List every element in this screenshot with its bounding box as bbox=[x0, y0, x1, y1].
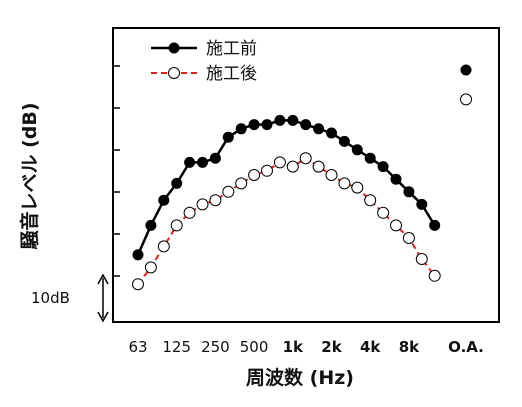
series-1-point-17 bbox=[351, 181, 364, 194]
series-0-point-2 bbox=[158, 194, 170, 206]
series-1-point-3 bbox=[170, 219, 183, 232]
series-0-point-3 bbox=[171, 177, 183, 189]
series-1-point-0 bbox=[132, 278, 144, 291]
scale-bar-arrow-down bbox=[97, 311, 109, 323]
y-axis-ticks bbox=[113, 65, 120, 277]
series-0-point-7 bbox=[222, 131, 234, 143]
series-1-point-1 bbox=[144, 261, 157, 274]
legend: 施工前 施工後 bbox=[151, 39, 257, 84]
plot-frame bbox=[112, 27, 500, 323]
series-1-point-4 bbox=[183, 206, 196, 219]
legend-label-before: 施工前 bbox=[206, 39, 257, 59]
series-1-point-10 bbox=[261, 164, 273, 177]
series-0-point-8 bbox=[235, 123, 247, 135]
series-0-point-5 bbox=[197, 156, 208, 168]
x-tick-label-1: 125 bbox=[162, 338, 191, 356]
series-1-point-14 bbox=[312, 160, 325, 173]
series-1-point-20 bbox=[390, 219, 402, 232]
scale-bar: 10dB bbox=[31, 273, 109, 323]
x-tick-label-4: 1k bbox=[283, 338, 304, 356]
series-1-point-22 bbox=[415, 253, 428, 265]
series-0-point-22 bbox=[416, 198, 428, 210]
series-1-point-19 bbox=[377, 206, 390, 219]
overall-points bbox=[460, 64, 472, 106]
series-1-point-16 bbox=[338, 177, 351, 190]
series-0-point-6 bbox=[209, 152, 221, 164]
series-1-point-6 bbox=[209, 194, 222, 207]
scale-bar-label: 10dB bbox=[31, 289, 70, 307]
series-0-point-19 bbox=[377, 161, 389, 173]
series-0-point-12 bbox=[287, 114, 299, 126]
series-0-point-10 bbox=[261, 119, 273, 131]
series-1-point-5 bbox=[196, 198, 209, 211]
series-0-point-21 bbox=[403, 186, 415, 198]
series-1-point-13 bbox=[299, 152, 312, 165]
series-0-point-11 bbox=[274, 114, 286, 126]
series-layer bbox=[132, 114, 441, 291]
legend-marker-before bbox=[168, 42, 180, 54]
series-1-point-11 bbox=[273, 156, 286, 169]
scale-bar-arrow-up bbox=[97, 273, 109, 285]
y-axis-title: 騒音レベル (dB) bbox=[18, 102, 41, 249]
legend-label-after: 施工後 bbox=[206, 64, 257, 84]
x-tick-label-2: 250 bbox=[201, 338, 230, 356]
series-1-point-23 bbox=[428, 269, 441, 282]
x-tick-labels: 63 125 250 500 1k 2k 4k 8k O.A. bbox=[128, 338, 483, 356]
series-0-point-17 bbox=[351, 144, 363, 156]
series-0-point-9 bbox=[248, 119, 260, 131]
series-1-point-9 bbox=[248, 169, 261, 181]
series-0-point-4 bbox=[184, 156, 196, 168]
series-0-point-13 bbox=[300, 119, 312, 131]
series-0-point-16 bbox=[338, 135, 350, 147]
series-0-point-18 bbox=[364, 152, 376, 164]
series-line-1 bbox=[137, 157, 436, 285]
series-1-point-21 bbox=[402, 232, 415, 244]
series-1-point-12 bbox=[286, 160, 299, 173]
x-tick-label-3: 500 bbox=[240, 338, 269, 356]
x-tick-label-0: 63 bbox=[128, 338, 147, 356]
series-0-point-20 bbox=[390, 173, 402, 185]
overall-point-1 bbox=[460, 93, 472, 106]
series-1-point-18 bbox=[364, 194, 377, 207]
series-0-point-15 bbox=[326, 127, 337, 139]
series-0-point-1 bbox=[145, 219, 157, 231]
series-1-point-15 bbox=[325, 169, 338, 181]
x-tick-label-8: O.A. bbox=[448, 338, 484, 356]
series-0-point-0 bbox=[132, 249, 144, 261]
x-tick-label-5: 2k bbox=[321, 338, 342, 356]
series-1-point-2 bbox=[157, 240, 170, 253]
series-1-point-7 bbox=[222, 185, 235, 198]
series-0-point-14 bbox=[313, 123, 325, 135]
series-1-point-8 bbox=[235, 177, 248, 190]
x-tick-label-7: 8k bbox=[399, 338, 420, 356]
series-0-point-23 bbox=[429, 219, 441, 231]
x-axis-title: 周波数 (Hz) bbox=[246, 366, 354, 389]
overall-point-0 bbox=[460, 64, 472, 76]
series-line-0 bbox=[136, 119, 436, 256]
x-tick-label-6: 4k bbox=[360, 338, 381, 356]
legend-marker-after bbox=[168, 67, 180, 79]
